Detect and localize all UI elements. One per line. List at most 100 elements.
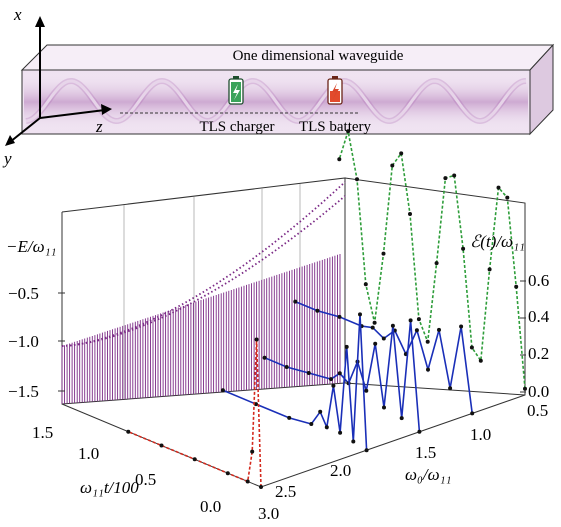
series-line	[264, 320, 421, 432]
data-point	[364, 448, 369, 453]
data-point	[254, 402, 258, 407]
data-point	[306, 371, 311, 375]
z-axis-arrow	[39, 109, 106, 119]
energy-tick-label: −1.5	[8, 382, 39, 401]
data-point	[478, 358, 483, 363]
data-point	[470, 411, 475, 416]
data-point	[220, 388, 225, 393]
data-point	[337, 157, 342, 162]
time-axis-label: ω₁₁t/100	[80, 478, 139, 497]
y-axis-arrow	[9, 117, 41, 143]
data-point	[505, 195, 510, 200]
data-point	[469, 345, 474, 350]
data-point	[331, 383, 336, 388]
frequency-tick-label: 0.5	[527, 401, 548, 420]
data-point	[293, 299, 298, 304]
data-point	[262, 355, 267, 360]
data-point	[254, 337, 259, 342]
data-point	[337, 371, 342, 376]
ergotropy-tick-label: 0.4	[528, 307, 550, 326]
frequency-tick-label: 2.5	[275, 482, 296, 501]
bound-state-curve-lower	[61, 195, 346, 347]
battery-label: TLS battery	[299, 119, 372, 135]
ergotropy-tick-label: 0.2	[528, 344, 549, 363]
data-point	[192, 457, 197, 462]
plot-frame	[61, 177, 526, 488]
data-point	[382, 405, 386, 410]
data-point	[416, 317, 421, 322]
frequency-tick-label: 1.5	[415, 443, 436, 462]
time-tick-label: 1.5	[32, 423, 53, 442]
time-tick-label: 0.5	[135, 470, 156, 489]
data-point	[318, 409, 323, 414]
data-point	[381, 251, 386, 256]
data-point	[329, 377, 333, 382]
data-point	[355, 177, 359, 182]
series-line	[127, 339, 262, 488]
data-point	[344, 344, 349, 349]
series-line	[222, 314, 368, 451]
data-point	[346, 129, 351, 134]
data-point	[309, 422, 314, 426]
data-point	[425, 339, 430, 344]
frequency-tick-label: 2.0	[330, 461, 351, 480]
data-point	[363, 282, 368, 287]
ergotropy-curves	[126, 129, 527, 489]
ergotropy-axis: ℰ(t)/ω₁₁ 0.6 0.4 0.2 0.0	[470, 232, 550, 401]
ergotropy-axis-label: ℰ(t)/ω₁₁	[470, 232, 525, 251]
series-line	[294, 300, 473, 414]
series-line	[338, 130, 526, 389]
data-point	[324, 425, 329, 430]
data-point	[381, 336, 386, 341]
data-point	[496, 185, 501, 190]
data-point	[250, 449, 255, 454]
data-point	[408, 318, 413, 323]
data-point	[390, 323, 395, 328]
data-point	[514, 284, 519, 289]
data-point	[523, 386, 527, 391]
data-point	[159, 443, 164, 448]
y-axis-label: y	[2, 149, 12, 168]
ergotropy-tick-label: 0.0	[528, 382, 549, 401]
energy-tick-label: −1.0	[8, 332, 39, 351]
data-point	[259, 485, 263, 489]
data-point	[337, 314, 342, 319]
data-point	[408, 212, 412, 216]
time-tick-label: 1.0	[78, 444, 99, 463]
data-point	[487, 267, 492, 272]
data-point	[443, 176, 448, 181]
energy-axis-label: −E/ω₁₁	[6, 237, 56, 256]
charger-battery-icon	[228, 76, 244, 105]
data-point	[351, 439, 356, 444]
data-point	[287, 415, 292, 420]
data-point	[399, 151, 404, 156]
frequency-axis-label: ω₀/ω₁₁	[405, 465, 451, 484]
wave-curve-shadow	[25, 77, 527, 125]
charger-label: TLS charger	[199, 119, 274, 135]
y-axis-arrowhead	[5, 135, 15, 146]
z-axis-label: z	[95, 117, 103, 136]
frequency-axis: 0.5 1.0 1.5 2.0 2.5 3.0 ω₀/ω₁₁	[258, 401, 548, 523]
data-point	[417, 429, 422, 434]
data-point	[364, 388, 369, 393]
data-point	[448, 386, 453, 391]
data-point	[437, 327, 441, 332]
data-point	[426, 367, 430, 372]
data-point	[461, 246, 466, 251]
waveguide-title: One dimensional waveguide	[233, 48, 404, 64]
data-point	[315, 308, 320, 313]
time-tick-label: 0.0	[200, 497, 221, 516]
data-point	[126, 429, 131, 434]
data-point	[399, 416, 404, 421]
time-axis: 1.5 1.0 0.5 0.0 ω₁₁t/100	[32, 423, 221, 516]
data-point	[434, 261, 439, 266]
data-point	[370, 325, 375, 330]
energy-axis: −E/ω₁₁ −0.5 −1.0 −1.5	[6, 237, 65, 401]
ergotropy-tick-label: 0.6	[528, 271, 549, 290]
low-battery-icon	[327, 76, 343, 105]
data-point	[459, 324, 464, 329]
data-point	[414, 328, 419, 333]
frequency-tick-label: 1.0	[470, 425, 491, 444]
data-point	[390, 163, 395, 168]
